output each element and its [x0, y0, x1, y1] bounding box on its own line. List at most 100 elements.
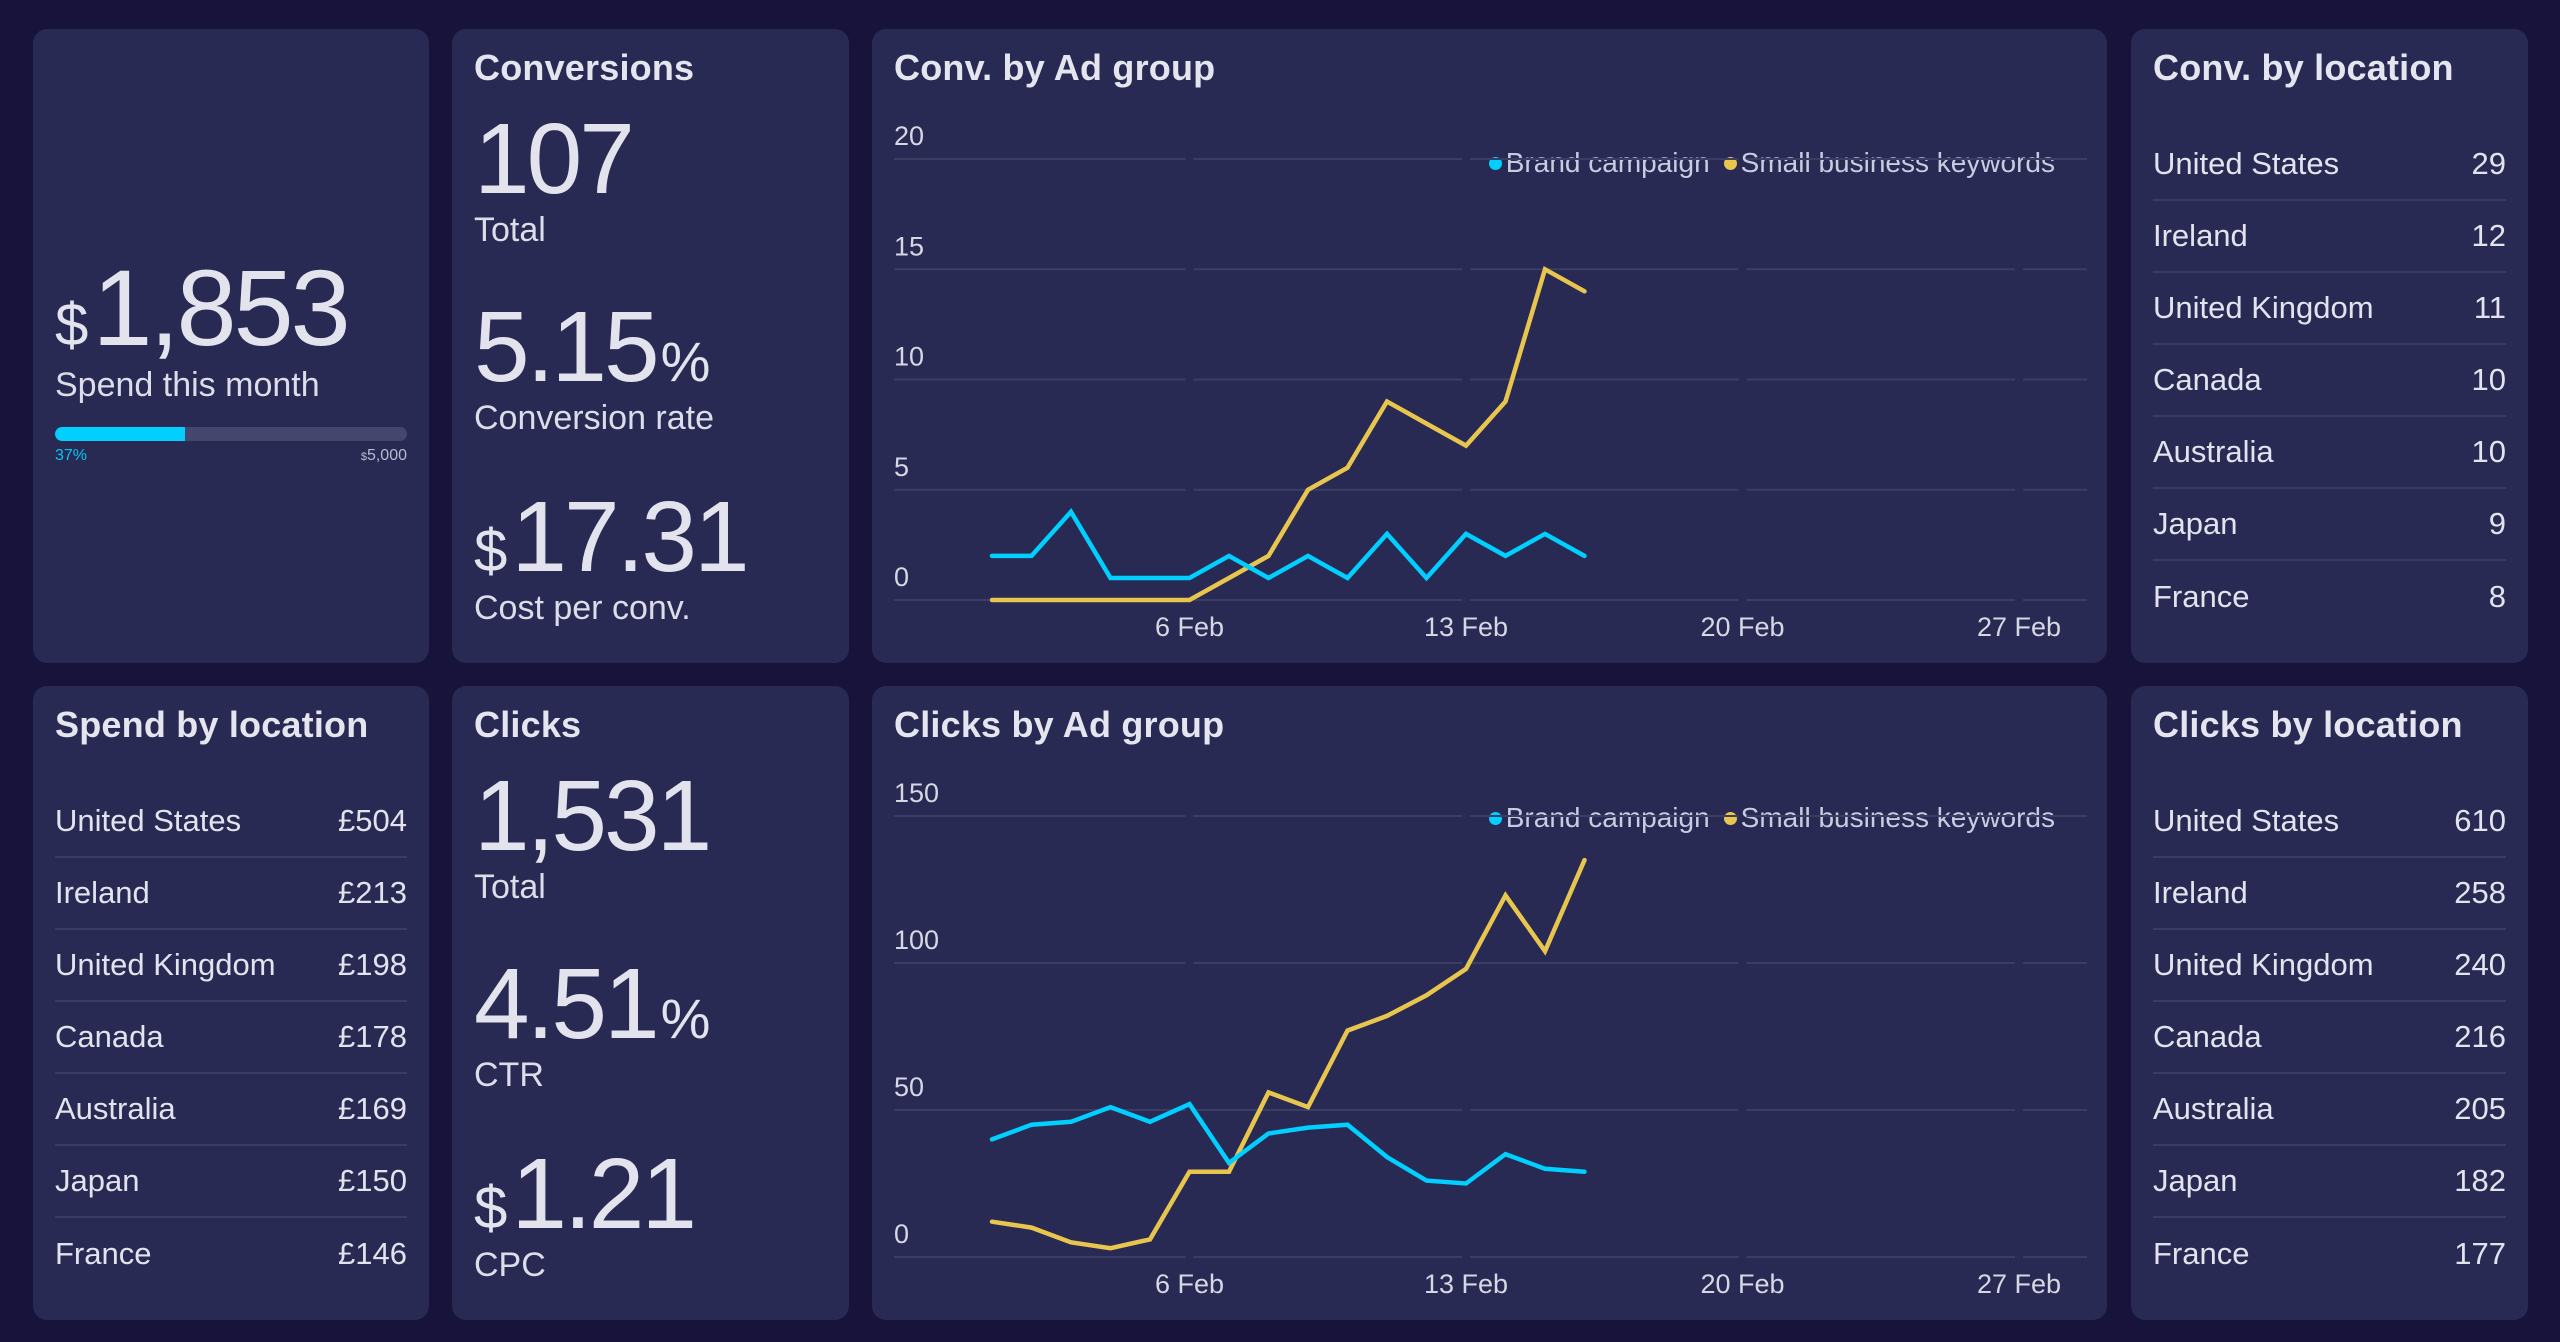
cost-per-conv-label: Cost per conv. [474, 589, 691, 627]
list-item: Japan £150 [55, 1146, 407, 1218]
series-line-small-business-keywords [989, 265, 1587, 603]
country-name: Australia [2153, 434, 2274, 469]
spend-by-location-card: Spend by location United States £504 Irel… [33, 686, 429, 1320]
country-value: £198 [338, 947, 407, 982]
clicks-total-kpi: 1,531 Total [474, 760, 712, 907]
cpc-number: 1.21 [511, 1138, 697, 1250]
list-item: United Kingdom £198 [55, 930, 407, 1002]
list-item: Australia £169 [55, 1074, 407, 1146]
ctr-number: 4.51 [474, 948, 660, 1060]
target-amount: 5,000 [366, 447, 407, 464]
spend-label: Spend this month [55, 366, 320, 404]
card-title: Clicks [474, 704, 582, 745]
y-tick-label: 0 [894, 1219, 909, 1249]
y-tick-label: 5 [894, 452, 909, 482]
country-value: 177 [2454, 1236, 2506, 1271]
location-list: United States 610 Ireland 258 United Kingd… [2153, 786, 2506, 1290]
list-item: Ireland 12 [2153, 201, 2506, 273]
list-item: France 8 [2153, 561, 2506, 633]
legend-item-small-business-keywords[interactable]: Small business keywords [1723, 147, 2055, 179]
y-tick-label: 100 [894, 925, 939, 955]
series-line-brand-campaign [989, 508, 1587, 582]
series-line-small-business-keywords [989, 857, 1587, 1251]
y-tick-label: 10 [894, 342, 924, 372]
country-name: Japan [2153, 506, 2238, 541]
country-value: 29 [2471, 146, 2506, 181]
y-tick-label: 150 [894, 778, 939, 808]
conv-line-chart-plot: 0 5 10 15 20 6 Feb 13 Feb 20 Feb 27 Feb [894, 121, 2087, 642]
location-list: United States 29 Ireland 12 United Kingdom… [2153, 129, 2506, 633]
legend-label: Brand campaign [1505, 802, 1710, 833]
country-value: 216 [2454, 1019, 2506, 1054]
list-item: United States 610 [2153, 786, 2506, 858]
budget-progress-bar [55, 427, 407, 441]
cpc-value: $1.21 [474, 1144, 697, 1244]
country-name: Australia [2153, 1091, 2274, 1126]
conversions-total-kpi: 107 Total [474, 109, 635, 250]
country-value: £169 [338, 1091, 407, 1126]
chart-legend: Brand campaign Small business keywords [1488, 147, 2055, 179]
country-name: France [55, 1236, 152, 1271]
country-value: £146 [338, 1236, 407, 1271]
country-value: 12 [2471, 218, 2506, 253]
legend-item-brand-campaign[interactable]: Brand campaign [1488, 802, 1710, 834]
country-name: Japan [55, 1163, 140, 1198]
list-item: United States £504 [55, 786, 407, 858]
country-value: 182 [2454, 1163, 2506, 1198]
clicks-total-label: Total [474, 868, 546, 906]
list-item: Ireland 258 [2153, 858, 2506, 930]
country-value: £504 [338, 803, 407, 838]
list-item: France £146 [55, 1218, 407, 1290]
list-item: Ireland £213 [55, 858, 407, 930]
conversions-card: Conversions 107 Total 5.15% Conversion r… [452, 29, 849, 663]
card-title: Spend by location [55, 704, 369, 745]
country-name: France [2153, 579, 2250, 614]
country-name: Canada [2153, 362, 2262, 397]
country-name: United Kingdom [2153, 290, 2374, 325]
currency-symbol: $ [55, 291, 89, 358]
cost-per-conv-kpi: $17.31 Cost per conv. [474, 487, 750, 628]
country-value: 10 [2471, 362, 2506, 397]
card-title: Conv. by location [2153, 47, 2454, 88]
list-item: Japan 182 [2153, 1146, 2506, 1218]
budget-progress-fill [55, 427, 186, 441]
list-item: Canada 216 [2153, 1002, 2506, 1074]
country-value: 10 [2471, 434, 2506, 469]
currency-symbol: $ [474, 517, 508, 584]
y-tick-label: 20 [894, 121, 924, 151]
legend-label: Small business keywords [1740, 147, 2055, 178]
country-name: Japan [2153, 1163, 2238, 1198]
target-currency: $ [360, 451, 367, 463]
country-name: United States [2153, 146, 2340, 181]
spend-amount: 1,853 [92, 247, 350, 368]
country-name: Canada [2153, 1019, 2262, 1054]
ctr-value: 4.51% [474, 954, 710, 1054]
y-tick-label: 0 [894, 562, 909, 592]
budget-progress-percent: 37% [55, 447, 88, 464]
x-tick-label: 13 Feb [1424, 612, 1508, 642]
x-tick-label: 6 Feb [1155, 1269, 1224, 1299]
country-name: United Kingdom [55, 947, 276, 982]
legend-dot-icon [1488, 811, 1502, 825]
budget-target: $5,000 [361, 447, 407, 465]
legend-item-brand-campaign[interactable]: Brand campaign [1488, 147, 1710, 179]
country-name: Australia [55, 1091, 176, 1126]
country-value: 9 [2488, 506, 2506, 541]
x-tick-label: 27 Feb [1977, 1269, 2061, 1299]
country-value: 8 [2488, 579, 2506, 614]
x-tick-label: 20 Feb [1700, 612, 1784, 642]
legend-item-small-business-keywords[interactable]: Small business keywords [1723, 802, 2055, 834]
spend-summary: $1,853 Spend this month 37% $5,000 [55, 254, 407, 465]
country-value: 11 [2473, 290, 2506, 325]
clicks-total-value: 1,531 [474, 760, 712, 872]
list-item: France 177 [2153, 1218, 2506, 1290]
country-name: Ireland [2153, 218, 2248, 253]
list-item: United States 29 [2153, 129, 2506, 201]
country-name: United Kingdom [2153, 947, 2374, 982]
location-list: United States £504 Ireland £213 United Kin… [55, 786, 407, 1290]
list-item: Canada 10 [2153, 345, 2506, 417]
percent-sign: % [660, 330, 711, 393]
series-line-brand-campaign [989, 1101, 1587, 1186]
list-item: United Kingdom 240 [2153, 930, 2506, 1002]
list-item: Australia 10 [2153, 417, 2506, 489]
